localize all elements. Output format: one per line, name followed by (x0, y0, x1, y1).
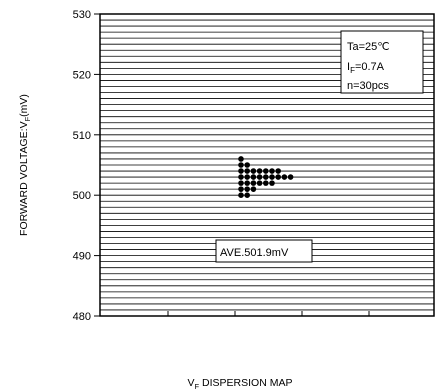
data-point (269, 174, 275, 180)
data-point (263, 174, 269, 180)
data-point (238, 156, 244, 162)
data-point (244, 192, 250, 198)
data-point (256, 168, 263, 174)
data-point (244, 186, 250, 192)
y-tick-label: 510 (73, 130, 91, 142)
data-point (281, 174, 288, 180)
data-point (244, 180, 250, 186)
condition-temperature: Ta=25℃ (347, 41, 390, 53)
data-point (256, 180, 263, 186)
data-point (250, 174, 257, 180)
data-point (275, 168, 282, 174)
data-point (238, 192, 244, 198)
data-point (244, 168, 250, 174)
y-axis-label: FORWARD VOLTAGE:VF(mV) (18, 94, 32, 236)
y-tick-label: 520 (73, 69, 91, 81)
x-ticks (167, 311, 370, 316)
data-point (263, 168, 269, 174)
data-point (238, 186, 244, 192)
data-point (269, 180, 275, 186)
y-tick-label: 500 (73, 190, 91, 202)
condition-sample-count: n=30pcs (347, 80, 389, 92)
data-point (244, 174, 250, 180)
data-point (238, 174, 244, 180)
y-tick-label: 490 (73, 251, 91, 263)
x-axis-label: VF DISPERSION MAP (188, 377, 293, 391)
data-point (244, 162, 250, 168)
average-value: AVE.501.9mV (220, 247, 289, 259)
data-point (250, 186, 257, 192)
y-axis-ticks: 480 490 500 510 520 530 (73, 9, 100, 323)
y-tick-label: 480 (73, 311, 91, 323)
condition-forward-current: IF=0.7A (347, 61, 385, 75)
data-points (238, 156, 294, 198)
data-point (238, 162, 244, 168)
data-point (256, 174, 263, 180)
data-point (263, 180, 269, 186)
data-point (250, 180, 257, 186)
data-point (287, 174, 294, 180)
y-tick-label: 530 (73, 9, 91, 21)
plot-frame (99, 13, 435, 317)
data-point (238, 180, 244, 186)
average-box: AVE.501.9mV (215, 239, 313, 263)
data-point (238, 168, 244, 174)
data-point (275, 174, 282, 180)
data-point (269, 168, 275, 174)
data-point (250, 168, 257, 174)
conditions-box: Ta=25℃ IF=0.7A n=30pcs (340, 30, 424, 94)
